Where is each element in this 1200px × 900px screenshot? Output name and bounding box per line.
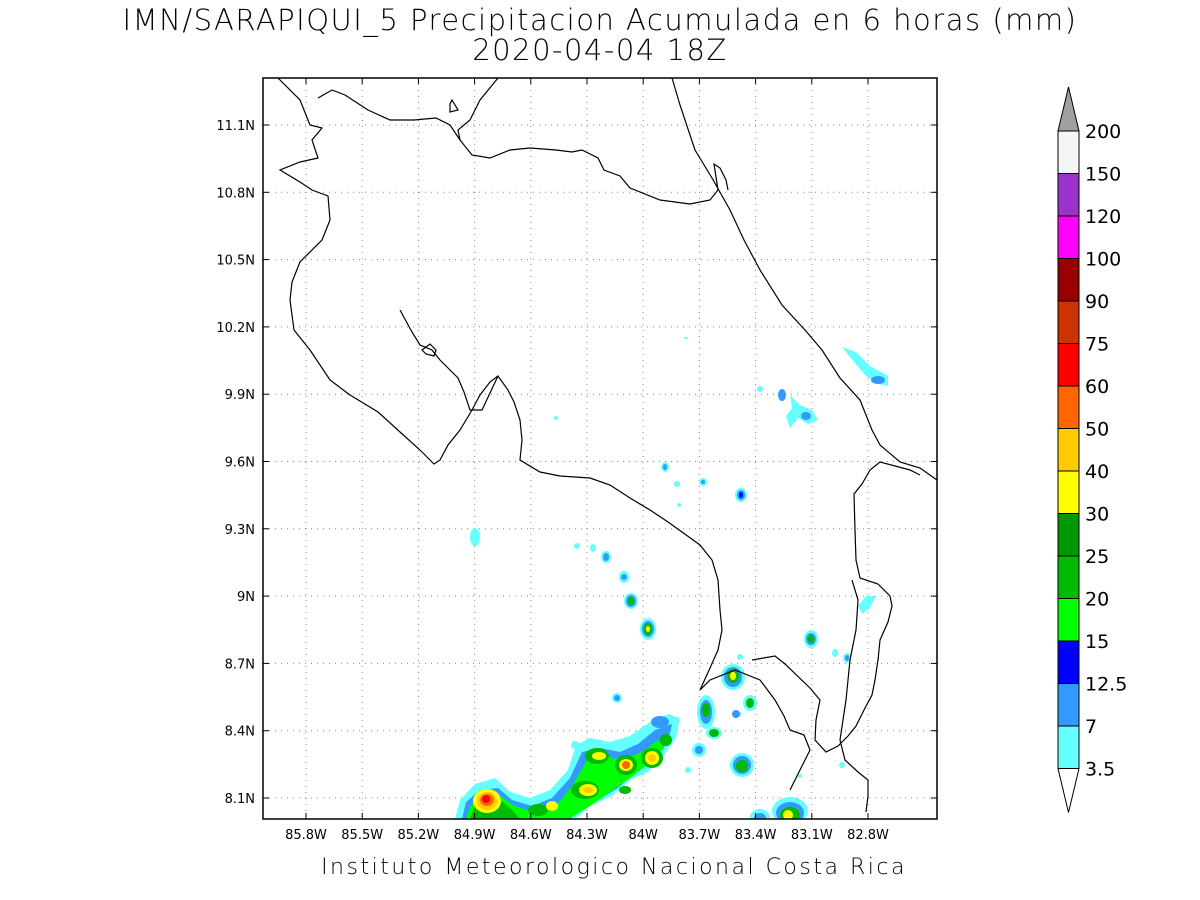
colorbar-label: 40 [1085,461,1109,483]
colorbar: 200 150 120 100 90 75 60 50 40 30 25 20 15 12.5 7 3.5 [1057,86,1127,813]
colorbar-swatch [1057,215,1080,259]
lat-tick-label: 11.1N [216,119,255,134]
colorbar-label: 15 [1085,631,1109,653]
colorbar-label: 100 [1085,249,1121,271]
osa-golfito [751,461,921,753]
lat-tick-label: 10.2N [216,321,255,336]
colorbar-label: 60 [1085,376,1109,398]
colorbar-label: 20 [1085,589,1109,611]
lon-tick-label: 84.6W [510,828,552,843]
small-island [449,98,459,113]
map-title: IMN/SARAPIQUI_5 Precipitacion Acumulada … [122,3,1078,37]
footer-credit: Instituto Meteorologico Nacional Costa R… [321,855,907,880]
lat-tick-label: 8.4N [225,725,255,740]
precip-blob-ne [757,347,888,428]
lon-tick-label: 82.8W [847,828,889,843]
lat-tick-label: 9.9N [225,388,255,403]
colorbar-label: 3.5 [1085,759,1115,781]
colorbar-label: 12.5 [1085,674,1127,696]
lon-tick-label: 85.2W [397,828,439,843]
colorbar-label: 7 [1085,716,1097,738]
nicaragua-border-coast [277,78,499,465]
lat-tick-label: 10.8N [216,186,255,201]
colorbar-swatch [1057,725,1080,769]
colorbar-label: 200 [1085,121,1121,143]
precipitation-field [455,337,888,819]
colorbar-label: 75 [1085,334,1109,356]
nicaragua-costa-rica-border [317,89,729,205]
precip-blob-chain [574,543,656,703]
colorbar-label: 50 [1085,419,1109,441]
lon-tick-label: 85.5W [341,828,383,843]
lat-tick-label: 8.7N [225,657,255,672]
colorbar-swatch [1057,598,1080,642]
colorbar-swatch [1057,555,1080,599]
lon-tick-label: 85.8W [285,828,327,843]
lat-tick-label: 10.5N [216,254,255,269]
nicoya-island [421,343,437,357]
caribbean-coast [457,78,937,481]
lon-tick-label: 83.7W [678,828,720,843]
lon-tick-label: 84.3W [566,828,608,843]
coastline [277,78,937,813]
colorbar-swatch [1057,258,1080,302]
longitude-axis: 85.8W 85.5W 85.2W 84.9W 84.6W 84.3W 84W 83.7W 83… [285,78,889,843]
colorbar-top-arrow [1057,86,1080,132]
pacific-coast-central [399,309,811,791]
lat-tick-label: 8.1N [225,792,255,807]
latitude-axis: 11.1N 10.8N 10.5N 10.2N 9.9N 9.6N 9.3N 9N 8.7N 8.… [216,119,937,807]
colorbar-label: 120 [1085,206,1121,228]
colorbar-swatch [1057,385,1080,429]
colorbar-label: 25 [1085,546,1109,568]
precip-blob-central [470,337,747,546]
colorbar-label: 30 [1085,504,1109,526]
lon-tick-label: 83.4W [735,828,777,843]
lat-tick-label: 9.3N [225,523,255,538]
panama-border [839,579,869,813]
colorbar-swatch [1057,428,1080,472]
lat-tick-label: 9.6N [225,456,255,471]
precip-band-south [455,714,680,819]
colorbar-label: 90 [1085,291,1109,313]
lon-tick-label: 84.9W [454,828,496,843]
colorbar-swatch [1057,300,1080,344]
map-frame [262,77,938,820]
colorbar-bottom-arrow [1057,768,1080,813]
colorbar-swatch [1057,343,1080,387]
colorbar-swatch [1057,683,1080,727]
colorbar-swatch [1057,640,1080,684]
colorbar-swatch [1057,513,1080,557]
lon-tick-label: 84W [628,828,658,843]
colorbar-swatch [1057,173,1080,217]
map-date: 2020-04-04 18Z [472,33,728,67]
lon-tick-label: 83.1W [791,828,833,843]
map-gridlines [263,78,937,819]
colorbar-swatch [1057,470,1080,514]
lat-tick-label: 9N [237,590,255,605]
colorbar-label: 150 [1085,164,1121,186]
colorbar-swatch [1057,130,1080,174]
